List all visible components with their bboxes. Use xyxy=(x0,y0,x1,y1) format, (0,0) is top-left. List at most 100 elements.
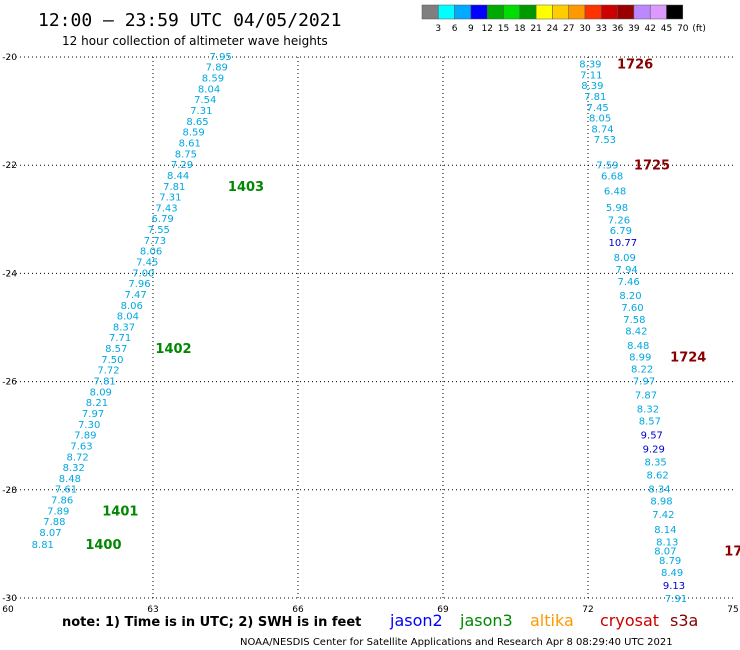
wave-height-value: 8.44 xyxy=(167,171,189,182)
wave-height-value: 8.22 xyxy=(631,365,653,376)
pass-number-label: 1726 xyxy=(617,57,653,72)
wave-height-value: 8.72 xyxy=(66,452,88,463)
colorbar-label: 33 xyxy=(596,24,607,34)
colorbar-swatch xyxy=(568,4,586,20)
colorbar-swatch xyxy=(470,4,488,20)
x-tick-label: 72 xyxy=(582,605,593,615)
wave-height-value: 9.29 xyxy=(643,445,665,456)
wave-height-value: 7.29 xyxy=(171,160,193,171)
wave-height-value: 7.81 xyxy=(163,182,185,193)
y-tick-label: -22 xyxy=(2,161,17,171)
wave-height-value: 7.96 xyxy=(128,279,150,290)
wave-height-value: 8.21 xyxy=(86,398,108,409)
colorbar-swatch xyxy=(486,4,504,20)
chart-subtitle: 12 hour collection of altimeter wave hei… xyxy=(62,34,328,48)
wave-height-value: 8.98 xyxy=(650,497,672,508)
wave-height-value: 8.20 xyxy=(619,291,641,302)
legend-item: s3a xyxy=(670,611,698,630)
wave-height-value: 10.77 xyxy=(608,238,637,249)
colorbar-label: 3 xyxy=(435,24,441,34)
wave-height-value: 8.04 xyxy=(198,84,220,95)
wave-height-value: 7.88 xyxy=(43,517,65,528)
colorbar-swatch xyxy=(519,4,537,20)
wave-height-value: 7.11 xyxy=(580,70,602,81)
colorbar-label: 30 xyxy=(579,24,591,34)
wave-height-value: 8.57 xyxy=(105,344,127,355)
footnote: note: 1) Time is in UTC; 2) SWH is in fe… xyxy=(62,615,361,630)
wave-height-value: 8.05 xyxy=(589,114,611,125)
colorbar-label: 27 xyxy=(563,24,574,34)
wave-height-value: 8.13 xyxy=(656,538,678,549)
wave-height-value: 8.48 xyxy=(627,341,649,352)
colorbar-label: 42 xyxy=(644,24,655,34)
colorbar-label: 24 xyxy=(547,24,559,34)
wave-height-value: 7.94 xyxy=(616,265,638,276)
wave-height-value: 8.79 xyxy=(659,556,681,567)
wave-height-value: 7.72 xyxy=(97,366,119,377)
wave-height-value: 7.54 xyxy=(194,95,216,106)
wave-height-value: 8.62 xyxy=(646,471,668,482)
x-tick-label: 63 xyxy=(147,605,158,615)
pass-number-label: 1403 xyxy=(228,180,264,195)
colorbar-swatch xyxy=(649,4,667,20)
wave-height-value: 8.37 xyxy=(113,322,135,333)
wave-height-value: 8.81 xyxy=(32,540,54,551)
colorbar-swatch xyxy=(666,4,684,20)
wave-height-value: 8.32 xyxy=(637,405,659,416)
x-tick-label: 75 xyxy=(727,605,738,615)
colorbar-swatch xyxy=(552,4,569,20)
wave-height-value: 8.34 xyxy=(648,485,670,496)
wave-height-value: 8.39 xyxy=(579,59,601,70)
wave-height-value: 8.75 xyxy=(175,149,197,160)
wave-height-value: 7.26 xyxy=(608,215,630,226)
colorbar-swatch xyxy=(617,4,635,20)
pass-number-label: 1402 xyxy=(155,342,191,357)
colorbar-label: 12 xyxy=(481,24,492,34)
colorbar-swatch xyxy=(421,4,439,20)
wave-height-value: 7.45 xyxy=(587,103,609,114)
colorbar-swatch xyxy=(454,4,472,20)
wave-height-value: 7.60 xyxy=(621,303,643,314)
wave-height-value: 8.35 xyxy=(645,458,667,469)
wave-height-value: 8.07 xyxy=(39,528,61,539)
wave-height-value: 8.57 xyxy=(639,417,661,428)
wave-height-value: 7.30 xyxy=(78,420,100,431)
wave-height-value: 6.48 xyxy=(604,187,626,198)
wave-height-value: 7.42 xyxy=(652,510,674,521)
colorbar-swatch xyxy=(601,4,618,20)
wave-height-value: 7.55 xyxy=(148,225,170,236)
wave-height-value: 8.65 xyxy=(186,117,208,128)
wave-height-value: 8.39 xyxy=(581,81,603,92)
legend-item: cryosat xyxy=(600,611,659,630)
colorbar-label: 18 xyxy=(514,24,526,34)
colorbar-swatch xyxy=(633,4,651,20)
wave-height-value: 8.59 xyxy=(182,128,204,139)
wave-height-value: 8.09 xyxy=(90,387,112,398)
colorbar-swatch xyxy=(438,4,455,20)
pass-number-label: 1400 xyxy=(85,538,121,553)
y-tick-label: -24 xyxy=(2,269,17,279)
wave-height-value: 8.32 xyxy=(63,463,85,474)
wave-height-value: 7.47 xyxy=(124,290,146,301)
wave-height-value: 8.06 xyxy=(121,301,143,312)
wave-height-value: 7.31 xyxy=(159,193,181,204)
y-tick-label: -30 xyxy=(2,594,17,604)
legend-item: altika xyxy=(530,611,574,630)
wave-height-value: 7.59 xyxy=(596,161,618,172)
colorbar-label: 36 xyxy=(612,24,624,34)
y-tick-label: -28 xyxy=(2,486,17,496)
axes: 60 63 66 69 72 75 -20 -22 -24 -26 -28 -30 xyxy=(2,53,738,615)
wave-height-value: 7.86 xyxy=(51,496,73,507)
wave-height-value: 7.91 xyxy=(665,594,687,605)
colorbar-label: 39 xyxy=(628,24,640,34)
wave-height-value: 8.49 xyxy=(661,568,683,579)
wave-height-value: 6.68 xyxy=(601,171,623,182)
x-tick-label: 60 xyxy=(2,605,14,615)
wave-height-value: 7.71 xyxy=(109,333,131,344)
wave-height-value: 8.04 xyxy=(117,312,139,323)
legend-item: jason3 xyxy=(459,611,513,630)
grid xyxy=(8,56,733,599)
wave-height-value: 7.87 xyxy=(635,391,657,402)
wave-height-value: 7.97 xyxy=(82,409,104,420)
